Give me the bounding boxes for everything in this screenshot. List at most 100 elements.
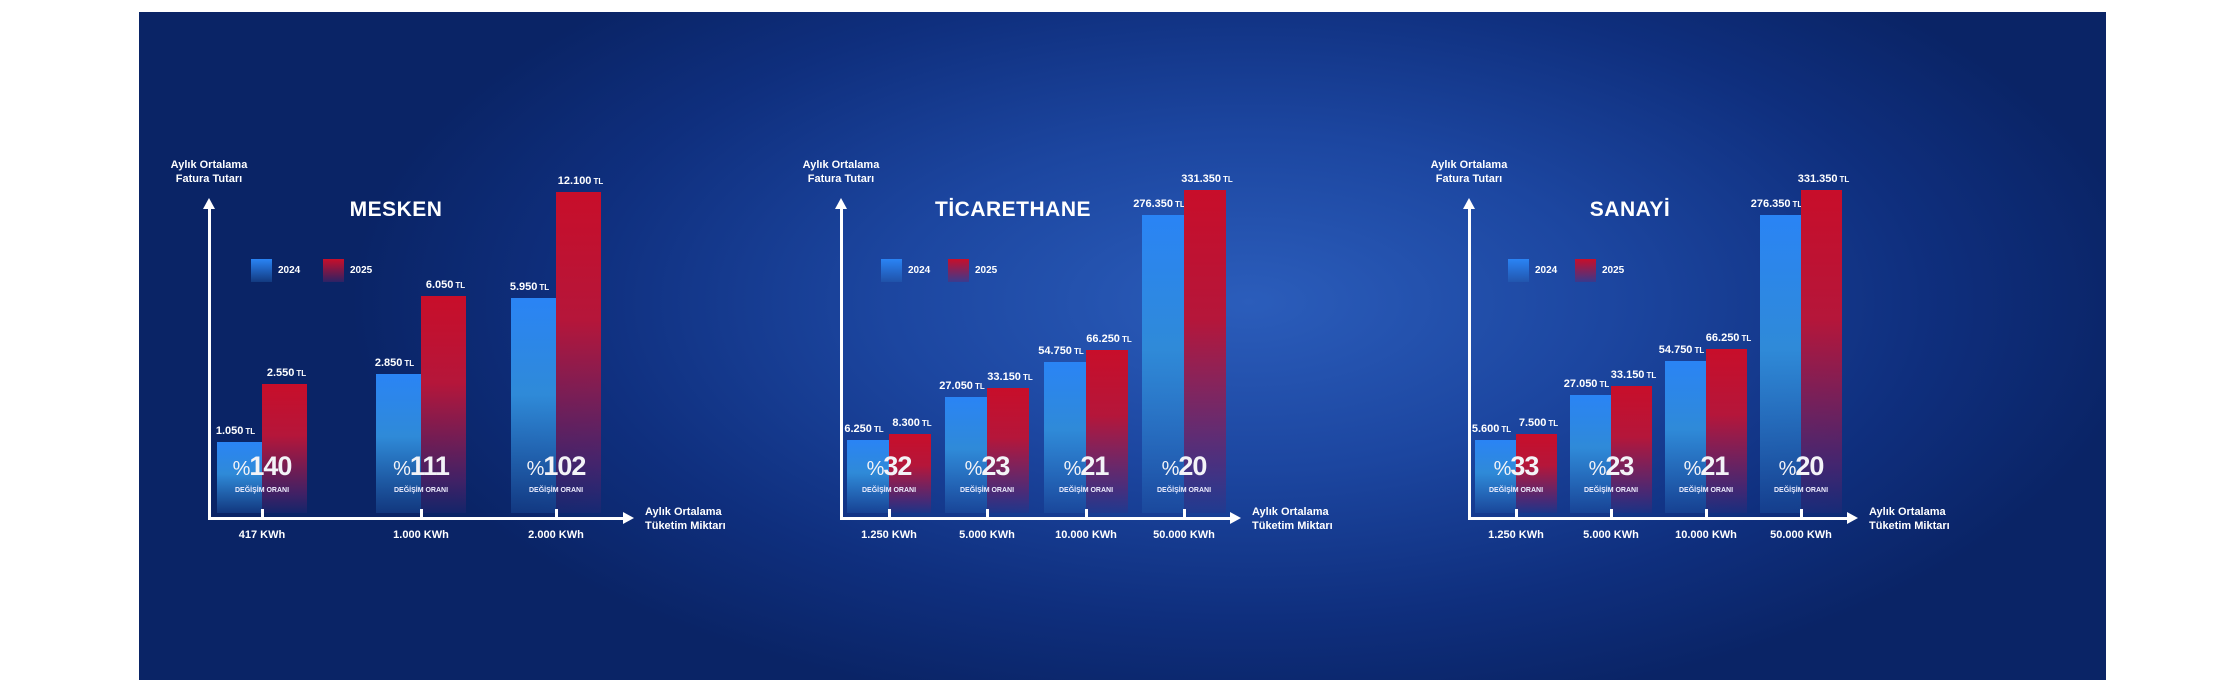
x-axis — [1468, 517, 1848, 520]
value-unit: TL — [1548, 419, 1559, 429]
value-unit: TL — [1222, 175, 1233, 184]
value-label-2025: 6.050 TL — [426, 279, 465, 291]
percent-value: 20 — [1795, 451, 1824, 481]
change-label: DEĞİŞİM ORANI — [959, 487, 1015, 494]
percent-value: 102 — [543, 451, 586, 481]
change-percent: %111 — [393, 451, 450, 482]
category-label: 5.000 KWh — [959, 529, 1015, 541]
category-label: 50.000 KWh — [1770, 529, 1832, 541]
value-unit: TL — [1121, 335, 1132, 345]
value-label-2024: 276.350 TL — [1751, 198, 1803, 210]
value-unit: TL — [873, 425, 884, 434]
x-axis-label: Aylık Ortalama Tüketim Miktarı — [645, 505, 726, 533]
percent-value: 21 — [1080, 451, 1109, 481]
value-number: 12.100 — [557, 175, 592, 187]
bar-2025 — [1086, 350, 1128, 513]
category-label: 10.000 KWh — [1675, 529, 1737, 541]
value-unit: TL — [1792, 199, 1803, 209]
chart-2: SANAYİ Aylık Ortalama Fatura Tutarı Aylık O… — [139, 12, 2106, 680]
y-axis — [840, 206, 843, 520]
percent-value: 140 — [249, 451, 292, 481]
value-unit: TL — [1694, 345, 1705, 355]
change-percent: %23 — [965, 451, 1011, 482]
change-percent: %23 — [1588, 451, 1635, 482]
value-number: 27.050 — [1563, 378, 1598, 391]
value-label-2024: 27.050 TL — [1564, 378, 1609, 390]
change-percent: %102 — [527, 451, 587, 482]
bar-2024 — [1475, 440, 1516, 513]
bar-2024 — [511, 297, 556, 513]
percent-symbol: % — [866, 458, 885, 480]
y-axis-label: Aylık Ortalama Fatura Tutarı — [171, 158, 248, 186]
value-number: 7.500 — [1518, 417, 1547, 430]
value-unit: TL — [921, 418, 932, 428]
x-tick — [555, 509, 558, 518]
x-tick — [888, 509, 891, 518]
percent-value: 33 — [1510, 451, 1539, 481]
x-axis-label-line: Tüketim Miktarı — [1252, 520, 1333, 532]
bar-2024 — [1044, 362, 1086, 513]
value-unit: TL — [1501, 425, 1512, 434]
value-unit: TL — [1022, 373, 1033, 383]
value-unit: TL — [1646, 371, 1657, 381]
value-number: 33.150 — [987, 371, 1021, 384]
value-label-2024: 2.850 TL — [375, 357, 414, 369]
change-label: DEĞİŞİM ORANI — [234, 487, 290, 494]
value-label-2024: 5.600 TL — [1472, 423, 1511, 435]
legend-swatch-2025 — [948, 259, 969, 282]
x-axis-arrow-icon — [1230, 512, 1241, 524]
value-unit: TL — [1839, 175, 1850, 184]
legend-label-2025: 2025 — [350, 265, 373, 276]
value-number: 6.050 — [425, 278, 454, 291]
legend-swatch-2025 — [1575, 259, 1596, 282]
percent-symbol: % — [1493, 458, 1512, 480]
chart-title: TİCARETHANE — [935, 198, 1091, 221]
category-label: 5.000 KWh — [1583, 529, 1639, 541]
legend-swatch-2024 — [251, 259, 272, 282]
category-label: 2.000 KWh — [528, 529, 584, 541]
infographic-panel: MESKEN Aylık Ortalama Fatura Tutarı Aylık O… — [139, 12, 2106, 680]
value-number: 331.350 — [1181, 173, 1221, 185]
change-label: DEĞİŞİM ORANI — [1156, 487, 1212, 494]
chart-0: MESKEN Aylık Ortalama Fatura Tutarı Aylık O… — [139, 12, 2106, 680]
x-axis — [840, 517, 1231, 520]
x-tick — [261, 509, 264, 518]
legend-label-2024: 2024 — [1535, 265, 1558, 276]
bar-2024 — [847, 440, 889, 513]
x-axis-label: Aylık Ortalama Tüketim Miktarı — [1252, 505, 1333, 533]
legend-swatch-2025 — [323, 259, 344, 282]
x-axis-label-line: Tüketim Miktarı — [1869, 520, 1950, 532]
percent-symbol: % — [1588, 458, 1607, 480]
x-tick — [1800, 509, 1803, 518]
percent-value: 23 — [1605, 451, 1634, 481]
bar-2025 — [1801, 190, 1842, 513]
value-label-2025: 33.150 TL — [987, 371, 1032, 383]
value-label-2025: 8.300 TL — [892, 417, 931, 429]
y-axis-label-line: Fatura Tutarı — [1435, 173, 1503, 185]
bar-2024 — [217, 442, 262, 513]
value-label-2025: 12.100 TL — [558, 175, 603, 187]
y-axis-label-line: Fatura Tutarı — [807, 173, 875, 185]
change-label: DEĞİŞİM ORANI — [393, 487, 449, 494]
percent-symbol: % — [1063, 458, 1082, 480]
bar-2025 — [1706, 348, 1747, 513]
value-label-2024: 276.350 TL — [1133, 198, 1185, 210]
x-axis-label-line: Aylık Ortalama — [1252, 506, 1329, 518]
value-label-2025: 331.350 TL — [1798, 173, 1850, 185]
x-axis — [208, 517, 624, 520]
value-label-2024: 6.250 TL — [844, 423, 883, 435]
bar-2024 — [1142, 215, 1184, 513]
value-number: 33.150 — [1610, 369, 1645, 382]
change-label: DEĞİŞİM ORANI — [861, 487, 917, 494]
category-label: 1.250 KWh — [861, 529, 917, 541]
bar-2025 — [987, 388, 1029, 513]
value-unit: TL — [455, 280, 466, 290]
percent-value: 23 — [981, 451, 1010, 481]
value-number: 276.350 — [1133, 198, 1173, 211]
percent-value: 21 — [1700, 451, 1729, 481]
percent-symbol: % — [232, 458, 251, 480]
value-number: 2.550 — [266, 366, 295, 379]
change-percent: %140 — [232, 451, 293, 482]
value-number: 5.600 — [1471, 423, 1500, 435]
x-tick — [1610, 509, 1613, 518]
